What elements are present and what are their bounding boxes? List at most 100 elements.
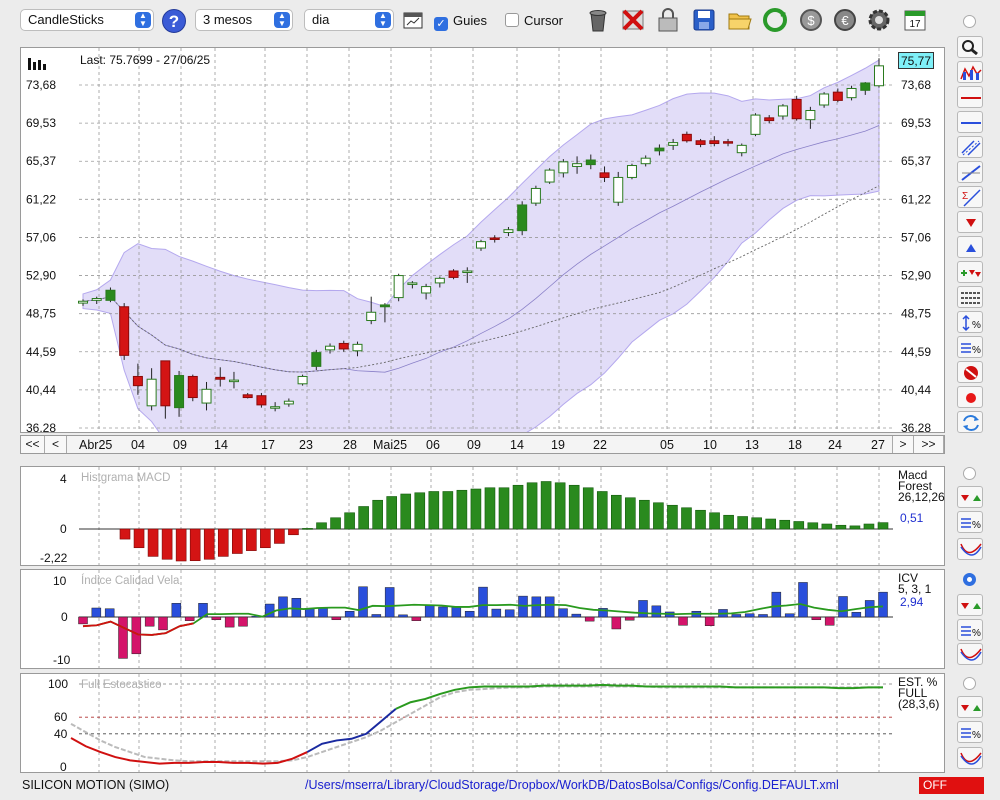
candle-body bbox=[723, 141, 734, 144]
stochastic-levels-button[interactable]: % bbox=[957, 721, 983, 743]
close-x-icon[interactable] bbox=[620, 7, 646, 33]
y-tick-label: 0 bbox=[60, 760, 67, 772]
macd-curves-button[interactable] bbox=[957, 538, 983, 560]
price-chart[interactable]: 73,68 73,68 69,53 69,53 65,37 65,37 61,22 61,22… bbox=[21, 48, 944, 432]
date-label: 06 bbox=[426, 438, 440, 452]
lines-percent-icon: % bbox=[961, 728, 981, 741]
icv-levels-button[interactable]: % bbox=[957, 619, 983, 641]
buy-signal-button[interactable] bbox=[957, 236, 983, 258]
icv-bar bbox=[878, 591, 888, 618]
candle-body bbox=[448, 270, 459, 278]
clear-button[interactable] bbox=[957, 361, 983, 383]
macd-levels-button[interactable]: % bbox=[957, 511, 983, 533]
next-page-button[interactable]: > bbox=[892, 436, 914, 453]
stochastic-curves-button[interactable] bbox=[957, 747, 983, 769]
main-panel-radio[interactable] bbox=[963, 15, 976, 28]
icv-bar bbox=[638, 600, 648, 618]
y-tick-label-left: 73,68 bbox=[26, 78, 56, 92]
icv-bar bbox=[411, 616, 422, 621]
trendline-icon bbox=[961, 165, 981, 181]
stochastic-signals-button[interactable] bbox=[957, 696, 983, 718]
channel-button[interactable] bbox=[957, 136, 983, 158]
dollar-refresh-icon[interactable]: $ bbox=[798, 7, 824, 33]
select-arrows-icon: ▲ ▼ bbox=[274, 12, 290, 28]
icv-signals-button[interactable] bbox=[957, 594, 983, 616]
save-icon[interactable] bbox=[691, 7, 717, 33]
guies-checkbox[interactable]: ✓ Guies bbox=[434, 13, 487, 31]
cursor-checkbox[interactable]: Cursor bbox=[505, 13, 563, 28]
period-select[interactable]: 3 mesos ▲ ▼ bbox=[195, 9, 293, 31]
candle-body bbox=[228, 379, 239, 383]
trendline-button[interactable] bbox=[957, 161, 983, 183]
prev-page-button[interactable]: < bbox=[45, 436, 67, 453]
date-label: 19 bbox=[551, 438, 565, 452]
stochastic-chart[interactable]: 100 60 40 0 bbox=[21, 674, 944, 772]
timeline-bar: << < Abr25 04 09 14 17 23 28 Mai25 06 09 14 19 22 05 1… bbox=[20, 435, 945, 454]
icv-bar bbox=[811, 616, 822, 621]
config-path-link[interactable]: /Users/mserra/Library/CloudStorage/Dropb… bbox=[305, 778, 839, 792]
candle-body bbox=[146, 378, 157, 407]
first-page-button[interactable]: << bbox=[21, 436, 45, 453]
macd-panel-radio[interactable] bbox=[963, 467, 976, 480]
macd-bar bbox=[737, 516, 748, 530]
indicator-overlay-button[interactable] bbox=[957, 61, 983, 83]
macd-chart[interactable]: 4 0 -2,22 bbox=[21, 467, 944, 565]
fibonacci-button[interactable]: Σ bbox=[957, 186, 983, 208]
chart-type-select[interactable]: CandleSticks ▲ ▼ bbox=[20, 9, 154, 31]
candle-body bbox=[777, 105, 788, 117]
status-off-badge[interactable]: OFF bbox=[919, 777, 984, 794]
y-tick-label-left: 44,59 bbox=[26, 345, 56, 359]
interval-select[interactable]: dia ▲ ▼ bbox=[304, 9, 394, 31]
y-tick-label-left: 61,22 bbox=[26, 192, 56, 206]
candle-body bbox=[325, 345, 336, 351]
gear-icon[interactable] bbox=[866, 7, 892, 33]
scale-percent-button[interactable]: % bbox=[957, 311, 983, 333]
window-icon[interactable] bbox=[402, 7, 424, 33]
candle-body bbox=[585, 159, 596, 166]
candle-body bbox=[668, 142, 679, 146]
record-button[interactable] bbox=[957, 386, 983, 408]
candle-body bbox=[119, 306, 130, 356]
icv-bar bbox=[678, 616, 688, 626]
refresh-icon[interactable] bbox=[762, 7, 788, 33]
blue-line-button[interactable] bbox=[957, 111, 983, 133]
macd-name: Macd bbox=[898, 468, 928, 482]
sell-signal-button[interactable] bbox=[957, 211, 983, 233]
macd-bar bbox=[779, 519, 791, 530]
date-label: 14 bbox=[510, 438, 524, 452]
stochastic-name: EST. % bbox=[898, 675, 938, 689]
euro-icon[interactable]: € bbox=[832, 7, 858, 33]
last-page-button[interactable]: >> bbox=[914, 436, 944, 453]
grid-lines-button[interactable] bbox=[957, 286, 983, 308]
select-arrows-icon: ▲ ▼ bbox=[375, 12, 391, 28]
svg-text:%: % bbox=[972, 345, 981, 356]
macd-bar bbox=[526, 482, 538, 530]
lock-icon[interactable] bbox=[655, 7, 681, 33]
bars-icon[interactable] bbox=[27, 54, 49, 70]
icv-chart[interactable]: 10 0 -10 bbox=[21, 570, 944, 668]
macd-bar bbox=[372, 499, 383, 530]
lines-percent-button[interactable]: % bbox=[957, 336, 983, 358]
macd-signals-button[interactable] bbox=[957, 486, 983, 508]
candle-body bbox=[352, 343, 363, 352]
calendar-icon[interactable]: 17 bbox=[902, 7, 928, 33]
icv-panel-radio[interactable] bbox=[963, 573, 976, 586]
svg-text:Σ: Σ bbox=[962, 191, 968, 202]
main-chart-panel: 73,68 73,68 69,53 69,53 65,37 65,37 61,22 61,22… bbox=[20, 47, 945, 433]
zoom-button[interactable] bbox=[957, 36, 983, 58]
icv-curves-button[interactable] bbox=[957, 643, 983, 665]
blue-up-arrow-icon bbox=[966, 244, 976, 252]
signals-button[interactable] bbox=[957, 261, 983, 283]
help-button[interactable]: ? bbox=[162, 9, 186, 33]
sync-button[interactable] bbox=[957, 411, 983, 433]
blue-horizontal-line-icon bbox=[961, 122, 981, 124]
folder-icon[interactable] bbox=[727, 7, 753, 33]
candle-body bbox=[421, 286, 432, 294]
red-line-button[interactable] bbox=[957, 86, 983, 108]
trash-icon[interactable] bbox=[585, 7, 611, 33]
stochastic-title: Full Estocastico bbox=[81, 679, 162, 691]
icv-bar bbox=[318, 607, 328, 618]
stochastic-panel-radio[interactable] bbox=[963, 677, 976, 690]
svg-text:$: $ bbox=[807, 13, 815, 28]
svg-text:%: % bbox=[972, 730, 981, 741]
